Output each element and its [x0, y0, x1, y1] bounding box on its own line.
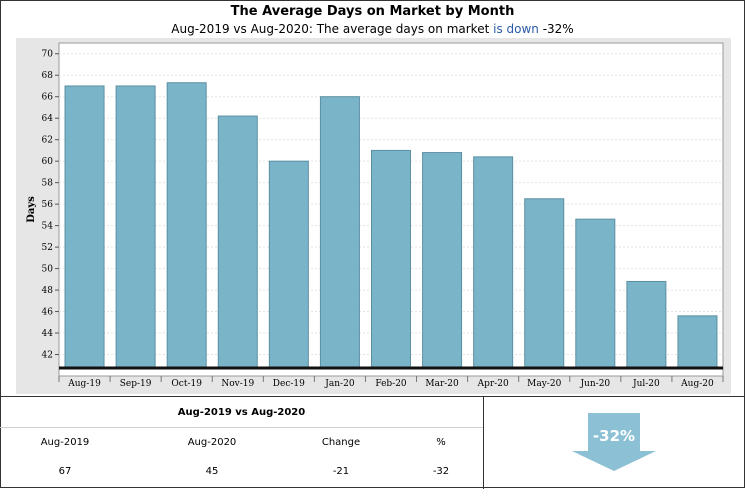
y-tick-label: 50: [42, 265, 54, 275]
y-tick-label: 58: [42, 179, 54, 189]
x-tick-label: Oct-19: [171, 379, 202, 389]
change-percent: -32%: [592, 427, 636, 445]
y-axis-title: Days: [26, 196, 37, 223]
y-tick-label: 44: [42, 329, 54, 339]
x-tick-label: Feb-20: [375, 379, 407, 389]
y-tick-label: 64: [42, 114, 54, 124]
x-tick-label: Aug-20: [680, 379, 714, 389]
x-tick-label: Dec-19: [273, 379, 305, 389]
summary-header-cell: %: [436, 437, 446, 448]
y-tick-label: 54: [42, 222, 54, 232]
bar: [64, 85, 105, 369]
chart-area: 42 44 46 48 50 52 54 56 58 60 62 64 66 68 70 Days Aug-19…: [16, 38, 731, 394]
summary-section: Aug-2019 vs Aug-2020 Aug-2019 Aug-2020 C…: [0, 396, 745, 489]
x-tick-label: Jun-20: [579, 379, 610, 389]
bar: [524, 198, 565, 369]
x-tick-label: Sep-19: [120, 379, 152, 389]
x-tick-label: Nov-19: [221, 379, 254, 389]
bar: [677, 315, 718, 369]
down-arrow-icon: [572, 413, 656, 471]
chart-subtitle: Aug-2019 vs Aug-2020: The average days o…: [0, 22, 745, 36]
bar: [422, 152, 463, 369]
bar: [217, 115, 258, 369]
summary-table: Aug-2019 vs Aug-2020 Aug-2019 Aug-2020 C…: [0, 397, 484, 489]
y-tick-label: 42: [42, 351, 53, 361]
x-tick-label: Jan-20: [324, 379, 355, 389]
bar: [166, 82, 207, 369]
y-tick-label: 52: [42, 243, 53, 253]
subtitle-prefix: Aug-2019 vs Aug-2020: The average days o…: [171, 22, 494, 36]
summary-header-cell: Aug-2020: [187, 437, 237, 448]
bar: [626, 280, 667, 369]
y-tick-label: 66: [42, 93, 54, 103]
y-tick-label: 60: [42, 157, 54, 167]
summary-header-cell: Change: [321, 437, 361, 448]
bar: [268, 160, 309, 369]
chart-title: The Average Days on Market by Month: [230, 4, 515, 19]
bar-chart: 42 44 46 48 50 52 54 56 58 60 62 64 66 68 70 Days Aug-19…: [26, 42, 724, 389]
bar: [115, 85, 156, 369]
bar: [575, 218, 616, 369]
bar: [473, 156, 514, 369]
y-tick-label: 68: [42, 71, 54, 81]
x-tick-label: Jul-20: [632, 379, 660, 389]
summary-value-cell: -32: [432, 466, 450, 477]
change-indicator: -32%: [484, 397, 744, 489]
y-tick-label: 70: [42, 50, 54, 60]
x-tick-label: Mar-20: [425, 379, 459, 389]
summary-value-cell: 45: [205, 466, 219, 477]
y-tick-label: 46: [42, 308, 54, 318]
x-tick-label: Apr-20: [477, 379, 509, 389]
summary-table-divider: [0, 427, 483, 428]
x-tick-label: Aug-19: [67, 379, 101, 389]
y-tick-label: 56: [42, 200, 54, 210]
summary-value-cell: 67: [58, 466, 72, 477]
subtitle-suffix: -32%: [538, 22, 574, 36]
x-tick-label: May-20: [527, 379, 561, 389]
y-tick-label: 62: [42, 136, 53, 146]
summary-value-cell: -21: [332, 466, 350, 477]
summary-table-title: Aug-2019 vs Aug-2020: [177, 407, 306, 418]
subtitle-highlight: is down: [493, 22, 539, 36]
bar: [371, 149, 411, 369]
y-tick-label: 48: [42, 286, 54, 296]
bar: [319, 96, 360, 369]
summary-header-cell: Aug-2019: [40, 437, 90, 448]
